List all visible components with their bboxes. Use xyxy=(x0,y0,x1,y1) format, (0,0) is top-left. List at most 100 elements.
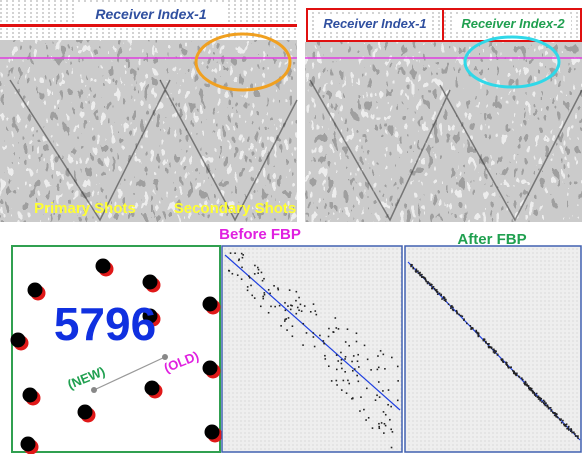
header-label: Receiver Index-2 xyxy=(461,16,565,31)
panel-bottom-right xyxy=(405,246,581,452)
pick xyxy=(263,278,265,280)
pick xyxy=(250,285,252,287)
pick xyxy=(388,389,390,391)
pick xyxy=(526,385,528,387)
pick xyxy=(564,425,566,427)
pick xyxy=(543,400,545,402)
pick xyxy=(285,310,287,312)
pick xyxy=(242,257,244,259)
pick xyxy=(314,310,316,312)
pick xyxy=(458,314,460,316)
pick xyxy=(289,289,291,291)
pick xyxy=(356,341,358,343)
pick xyxy=(375,399,377,401)
pick xyxy=(341,368,343,370)
pick xyxy=(262,296,264,298)
shot-new xyxy=(21,437,36,452)
pick xyxy=(336,327,338,329)
pick xyxy=(324,355,326,357)
pick xyxy=(430,284,432,286)
pick xyxy=(575,435,577,437)
pick xyxy=(336,369,338,371)
pick xyxy=(536,393,538,395)
pick xyxy=(298,297,300,299)
pick xyxy=(323,343,325,345)
pick xyxy=(551,409,553,411)
pick xyxy=(343,380,345,382)
pick xyxy=(313,303,315,305)
secondary-label: Secondary Shots xyxy=(174,200,297,217)
pick xyxy=(525,381,527,383)
pick xyxy=(491,347,493,349)
pick xyxy=(242,254,244,256)
pick xyxy=(254,273,256,275)
pick xyxy=(387,404,389,406)
pick xyxy=(251,295,253,297)
pick xyxy=(268,312,270,314)
pick xyxy=(538,396,540,398)
pick xyxy=(546,406,548,408)
pick xyxy=(385,414,387,416)
pick xyxy=(560,418,562,420)
pick xyxy=(324,358,326,360)
pick xyxy=(509,367,511,369)
pick xyxy=(347,328,349,330)
pick xyxy=(284,302,286,304)
pick xyxy=(316,314,318,316)
pick xyxy=(337,360,339,362)
figure: Receiver Index-1 Primary Shots Secondary… xyxy=(0,0,582,454)
pick xyxy=(433,286,435,288)
shot-new xyxy=(78,405,93,420)
pick xyxy=(358,366,360,368)
pick xyxy=(366,388,368,390)
pick xyxy=(238,258,240,260)
pick xyxy=(237,274,239,276)
pick xyxy=(435,290,437,292)
pick xyxy=(391,357,393,359)
pick xyxy=(295,300,297,302)
seismic-image xyxy=(305,42,582,222)
pick xyxy=(341,363,343,365)
pick xyxy=(274,306,276,308)
panel-top-left: Receiver Index-1 Primary Shots Secondary… xyxy=(0,0,297,222)
pick xyxy=(390,406,392,408)
pick xyxy=(247,286,249,288)
pick xyxy=(354,368,356,370)
pick xyxy=(288,317,290,319)
pick xyxy=(397,380,399,382)
pick xyxy=(378,423,380,425)
pick xyxy=(270,306,272,308)
pick xyxy=(392,431,394,433)
pick xyxy=(391,447,393,449)
pick xyxy=(314,346,316,348)
pick xyxy=(365,419,367,421)
pick xyxy=(249,277,251,279)
before-title: Before FBP xyxy=(219,226,301,243)
pick xyxy=(493,351,495,353)
pick xyxy=(378,381,380,383)
pick xyxy=(312,332,314,334)
pick xyxy=(539,399,541,401)
pick xyxy=(573,432,575,434)
pick xyxy=(298,309,300,311)
pick xyxy=(439,293,441,295)
pick xyxy=(301,310,303,312)
pick xyxy=(545,402,547,404)
shot-new xyxy=(203,297,218,312)
pick xyxy=(477,335,479,337)
pick xyxy=(377,355,379,357)
pick xyxy=(545,405,547,407)
pick xyxy=(485,341,487,343)
count: 5796 xyxy=(54,298,156,350)
pick xyxy=(450,307,452,309)
pick xyxy=(502,359,504,361)
pick xyxy=(543,402,545,404)
pick xyxy=(273,285,275,287)
pick xyxy=(323,340,325,342)
pick xyxy=(466,323,468,325)
pick xyxy=(476,331,478,333)
pick xyxy=(397,366,399,368)
pick xyxy=(389,419,391,421)
pick xyxy=(290,309,292,311)
pick xyxy=(286,329,288,331)
